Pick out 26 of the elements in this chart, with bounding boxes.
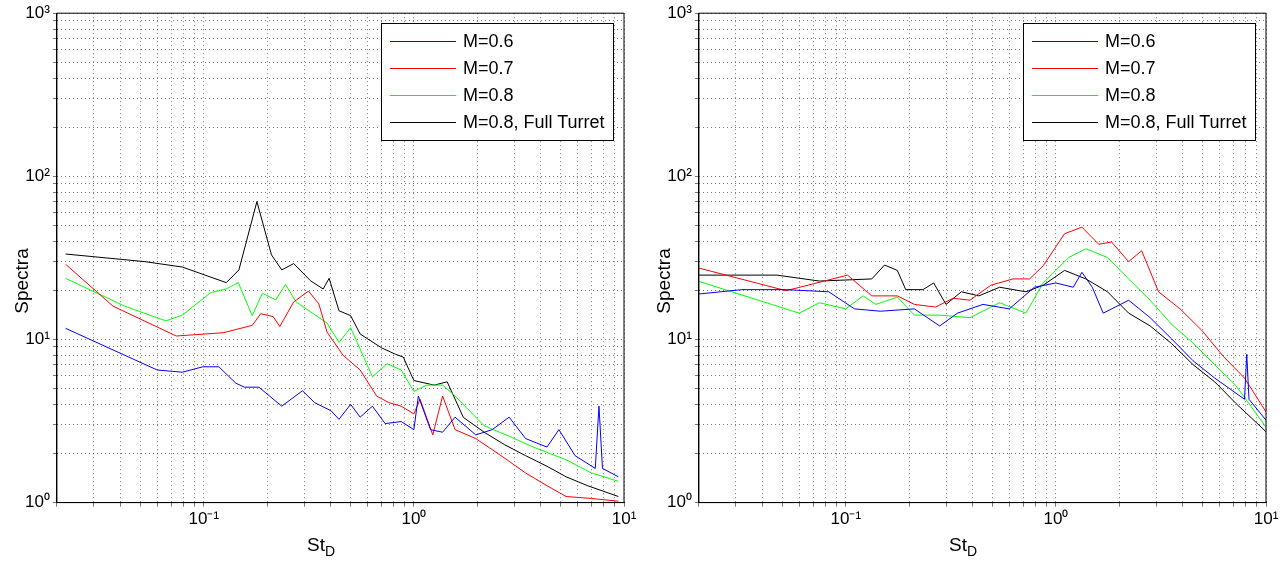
- x-tick-label: 10⁻¹: [188, 509, 220, 529]
- legend-label: M=0.8, Full Turret: [463, 112, 605, 134]
- x-axis-title: St$_{D}$: [947, 534, 979, 559]
- legend-label: M=0.6: [1105, 31, 1156, 53]
- y-tick-label: 10¹: [667, 329, 693, 349]
- y-tick-label: 10³: [667, 2, 693, 22]
- y-axis-title: Spectra: [11, 247, 33, 316]
- x-tick-label: 10⁰: [401, 509, 427, 529]
- y-tick-label: 10⁰: [24, 492, 50, 512]
- legend-label: M=0.8: [463, 85, 514, 107]
- y-tick-label: 10³: [25, 2, 51, 22]
- x-axis-title: St$_{D}$: [305, 534, 337, 559]
- legend-label: M=0.7: [463, 58, 514, 80]
- y-tick-label: 10²: [667, 166, 693, 186]
- y-axis-title: Spectra: [653, 247, 675, 316]
- y-tick-label: 10⁰: [666, 492, 692, 512]
- y-tick-label: 10¹: [25, 329, 51, 349]
- legend-label: M=0.6: [463, 31, 514, 53]
- x-tick-label: 10¹: [1253, 509, 1279, 529]
- legend-label: M=0.8: [1105, 85, 1156, 107]
- y-tick-label: 10²: [25, 166, 51, 186]
- x-tick-label: 10¹: [611, 509, 637, 529]
- x-tick-label: 10⁰: [1043, 509, 1069, 529]
- legend-label: M=0.7: [1105, 58, 1156, 80]
- x-tick-label: 10⁻¹: [830, 509, 862, 529]
- legend-label: M=0.8, Full Turret: [1105, 112, 1247, 134]
